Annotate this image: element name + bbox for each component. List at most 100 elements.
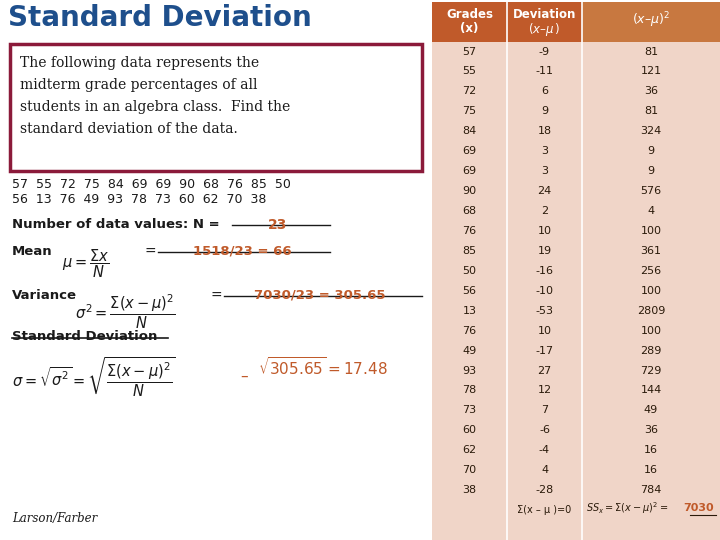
Text: 75: 75	[462, 106, 477, 116]
FancyBboxPatch shape	[507, 2, 582, 42]
Text: $\sigma=\sqrt{\sigma^2}=\sqrt{\dfrac{\Sigma(x-\mu)^2}{N}}$: $\sigma=\sqrt{\sigma^2}=\sqrt{\dfrac{\Si…	[12, 355, 176, 399]
Text: 36: 36	[644, 86, 658, 97]
Text: 36: 36	[644, 426, 658, 435]
Text: 4: 4	[541, 465, 548, 475]
Text: 10: 10	[538, 326, 552, 336]
Text: 7030: 7030	[683, 503, 714, 513]
Text: -9: -9	[539, 46, 550, 57]
Text: $\sqrt{305.65}=17.48$: $\sqrt{305.65}=17.48$	[258, 355, 388, 377]
Text: 69: 69	[462, 166, 477, 176]
Text: -53: -53	[536, 306, 554, 316]
Text: 24: 24	[537, 186, 552, 196]
Text: 72: 72	[462, 86, 477, 97]
Text: 9: 9	[647, 146, 654, 156]
Text: 56  13  76  49  93  78  73  60  62  70  38: 56 13 76 49 93 78 73 60 62 70 38	[12, 193, 266, 206]
FancyBboxPatch shape	[582, 2, 720, 42]
Text: 6: 6	[541, 86, 548, 97]
FancyBboxPatch shape	[10, 44, 422, 171]
Text: 70: 70	[462, 465, 477, 475]
Text: 38: 38	[462, 485, 477, 495]
Text: 729: 729	[640, 366, 662, 375]
Text: 1518/23 = 66: 1518/23 = 66	[193, 245, 292, 258]
Text: 100: 100	[641, 326, 662, 336]
Text: Grades: Grades	[446, 8, 493, 21]
Text: 121: 121	[640, 66, 662, 77]
Text: $SS_x=\Sigma(x-\mu)^2=$: $SS_x=\Sigma(x-\mu)^2=$	[586, 500, 668, 516]
Text: 55: 55	[462, 66, 477, 77]
Text: 3: 3	[541, 146, 548, 156]
Text: Σ(x – μ )=0: Σ(x – μ )=0	[518, 505, 572, 515]
Text: (x): (x)	[460, 22, 479, 35]
Text: 60: 60	[462, 426, 477, 435]
Text: Variance: Variance	[12, 289, 77, 302]
Text: 57  55  72  75  84  69  69  90  68  76  85  50: 57 55 72 75 84 69 69 90 68 76 85 50	[12, 178, 291, 191]
Text: 256: 256	[640, 266, 662, 276]
Text: 2809: 2809	[636, 306, 665, 316]
Text: 13: 13	[462, 306, 477, 316]
Text: 9: 9	[541, 106, 548, 116]
Text: 100: 100	[641, 226, 662, 236]
Text: 18: 18	[537, 126, 552, 136]
Text: 289: 289	[640, 346, 662, 356]
Text: Deviation: Deviation	[513, 8, 576, 21]
Text: 7: 7	[541, 406, 548, 415]
Text: 56: 56	[462, 286, 477, 296]
Text: 57: 57	[462, 46, 477, 57]
Text: =: =	[210, 289, 222, 303]
Text: $(x – \mu)^2$: $(x – \mu)^2$	[632, 11, 670, 30]
Text: 73: 73	[462, 406, 477, 415]
FancyBboxPatch shape	[432, 2, 507, 42]
Text: 62: 62	[462, 446, 477, 455]
FancyBboxPatch shape	[0, 2, 432, 540]
Text: -4: -4	[539, 446, 550, 455]
Text: 784: 784	[640, 485, 662, 495]
Text: 27: 27	[537, 366, 552, 375]
Text: 90: 90	[462, 186, 477, 196]
Text: Larson/Farber: Larson/Farber	[12, 512, 97, 525]
Text: 9: 9	[647, 166, 654, 176]
Text: 100: 100	[641, 286, 662, 296]
Text: The following data represents the
midterm grade percentages of all
students in a: The following data represents the midter…	[20, 56, 290, 136]
Text: 78: 78	[462, 386, 477, 395]
Text: 16: 16	[644, 465, 658, 475]
Text: 324: 324	[640, 126, 662, 136]
Text: 7030/23 = 305.65: 7030/23 = 305.65	[254, 289, 386, 302]
Text: $\mu=\dfrac{\Sigma x}{N}$: $\mu=\dfrac{\Sigma x}{N}$	[62, 248, 109, 280]
Text: Standard Deviation: Standard Deviation	[12, 329, 158, 343]
Text: 361: 361	[641, 246, 662, 256]
Text: Mean: Mean	[12, 245, 53, 258]
Text: =: =	[145, 245, 157, 259]
Text: 93: 93	[462, 366, 477, 375]
Text: 84: 84	[462, 126, 477, 136]
Text: -16: -16	[536, 266, 554, 276]
Text: 2: 2	[541, 206, 548, 216]
Text: 23: 23	[269, 218, 288, 232]
Text: 69: 69	[462, 146, 477, 156]
Text: 49: 49	[462, 346, 477, 356]
Text: 144: 144	[640, 386, 662, 395]
Text: 85: 85	[462, 246, 477, 256]
Text: 76: 76	[462, 226, 477, 236]
Text: 49: 49	[644, 406, 658, 415]
Text: 68: 68	[462, 206, 477, 216]
FancyBboxPatch shape	[432, 2, 720, 540]
Text: 12: 12	[537, 386, 552, 395]
Text: -28: -28	[536, 485, 554, 495]
Text: 16: 16	[644, 446, 658, 455]
Text: 576: 576	[640, 186, 662, 196]
Text: 3: 3	[541, 166, 548, 176]
Text: 19: 19	[537, 246, 552, 256]
Text: –: –	[240, 368, 248, 383]
Text: Standard Deviation: Standard Deviation	[8, 4, 312, 32]
Text: -17: -17	[536, 346, 554, 356]
Text: 81: 81	[644, 106, 658, 116]
Text: 76: 76	[462, 326, 477, 336]
Text: -6: -6	[539, 426, 550, 435]
Text: $\sigma^2=\dfrac{\Sigma(x-\mu)^2}{N}$: $\sigma^2=\dfrac{\Sigma(x-\mu)^2}{N}$	[75, 293, 176, 331]
Text: Number of data values: N =: Number of data values: N =	[12, 218, 224, 231]
Text: 81: 81	[644, 46, 658, 57]
Text: $(x – \mu\/)$: $(x – \mu\/)$	[528, 21, 561, 38]
Text: -11: -11	[536, 66, 554, 77]
Text: 50: 50	[462, 266, 477, 276]
Text: 4: 4	[647, 206, 654, 216]
